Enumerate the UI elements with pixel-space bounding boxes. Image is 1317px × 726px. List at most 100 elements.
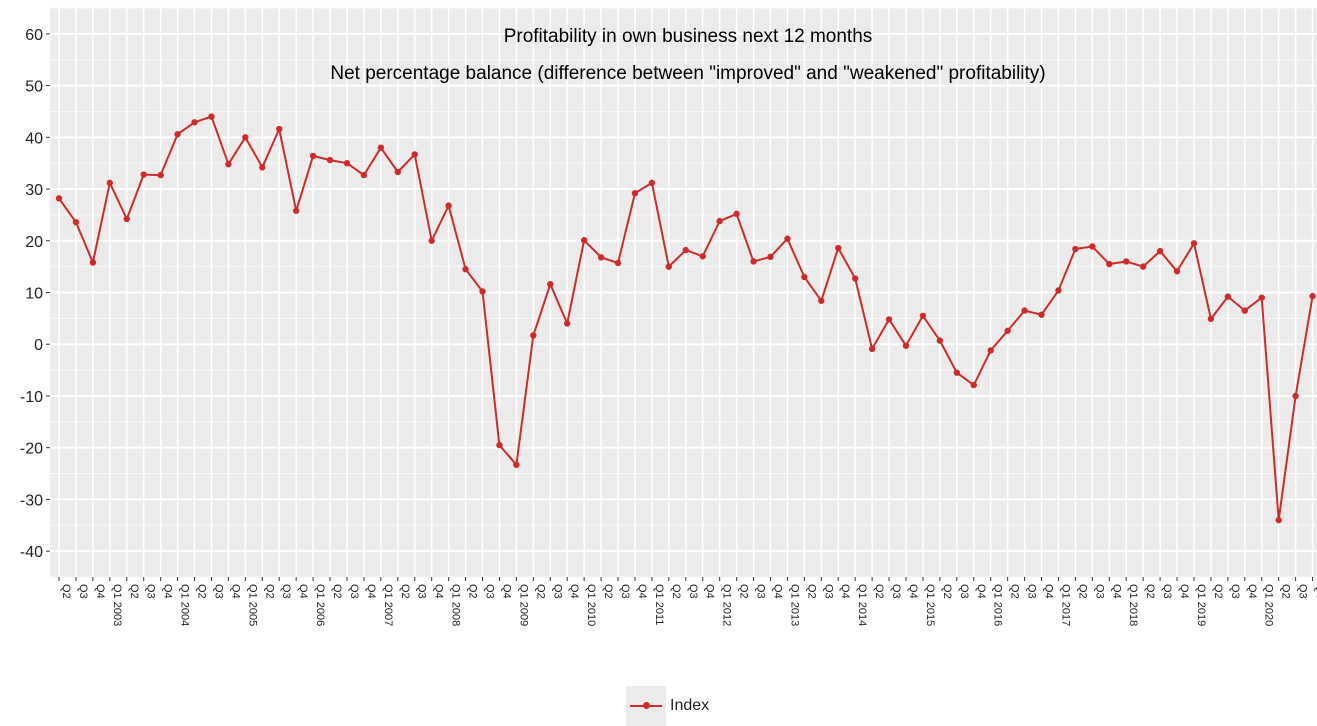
data-point [225,161,232,168]
data-point [1309,292,1316,300]
data-point [597,254,605,261]
x-tick-label: Q1 2018 [1127,584,1139,626]
x-tick-label: Q3 [1229,584,1241,599]
data-point [682,246,689,254]
x-tick-label: Q4 [907,584,919,599]
x-tick-label: Q3 [1026,584,1038,599]
data-point [699,253,706,260]
data-point [428,237,435,244]
x-tick-label: Q3 [551,584,563,599]
x-tick-label: Q4 [1043,584,1055,599]
x-tick-label: Q3 [77,584,89,599]
x-tick-label: Q2 [1144,584,1156,599]
legend-key-index [626,686,666,726]
x-tick-label: Q3 [619,584,631,599]
x-tick-label: Q4 [704,584,716,599]
data-point [496,441,503,449]
data-point [1224,293,1232,300]
y-tick-label: -30 [20,492,43,509]
y-tick-label: -40 [20,544,43,561]
data-point [970,381,977,389]
data-point [360,171,368,179]
x-tick-label: Q2 [1076,584,1088,599]
data-point [208,113,215,120]
x-tick-label: Q3 [1093,584,1105,599]
x-tick-label: Q1 2009 [517,584,529,626]
data-point [55,195,63,202]
x-tick-label: Q3 [280,584,292,599]
x-tick-label: Q2 [602,584,614,599]
chart-title: Profitability in own business next 12 mo… [504,26,873,47]
x-tick-label: Q3 [484,584,496,599]
x-tick-label: Q3 [822,584,834,599]
y-tick-label: -20 [20,441,43,458]
data-point [292,207,300,214]
x-tick-label: Q4 [1246,584,1258,599]
data-point [868,345,876,353]
x-tick-label: Q3 [1297,584,1309,599]
x-tick-label: Q2 [1212,584,1224,599]
data-point [1089,243,1096,250]
y-tick-label: 10 [25,286,43,303]
x-tick-label: Q1 2017 [1059,584,1071,626]
x-tick-label: Q4 [229,584,241,599]
data-point [665,263,673,270]
x-tick-label: Q4 [297,584,309,599]
x-tick-label: Q1 2012 [721,584,733,626]
data-point [648,179,656,187]
x-tick-label: Q3 [348,584,360,599]
data-point [1021,307,1028,314]
x-tick-label: Q1 2005 [246,584,258,626]
data-point [1275,516,1282,524]
data-point [987,347,994,354]
x-tick-label: Q2 [738,584,750,599]
data-point [377,144,385,151]
x-tick-label: Q1 2015 [924,584,936,626]
x-tick-label: Q1 2003 [111,584,123,626]
x-tick-label: Q3 [212,584,224,599]
x-tick-label: Q3 [755,584,767,599]
data-point [394,168,401,176]
data-point [106,179,114,187]
data-point [1004,327,1011,334]
x-tick-label: Q4 [162,584,174,599]
data-point [1207,315,1215,323]
data-point [513,461,520,468]
y-tick-label: 50 [25,79,43,96]
x-tick-label: Q1 2008 [450,584,462,626]
data-point [326,156,334,164]
x-tick-label: Q4 [636,584,648,599]
data-point [1241,307,1249,314]
data-point [89,259,97,266]
x-tick-label: Q1 2013 [788,584,800,626]
data-point [784,235,791,242]
x-tick-label: Q2 [196,584,208,599]
x-tick-label: Q3 [1161,584,1173,599]
data-point [174,131,181,138]
x-tick-label: Q4 [94,584,106,599]
data-point [343,159,351,167]
data-point [479,288,486,295]
x-tick-label: Q2 [60,584,72,599]
data-point [411,151,418,158]
x-tick-label: Q4 [1110,584,1122,599]
data-point [631,189,639,197]
x-tick-label: Q4 [433,584,445,599]
x-tick-label: Q3 [890,584,902,599]
x-tick-label: Q2 [467,584,479,599]
x-tick-label: Q3 [958,584,970,599]
chart-subtitle: Net percentage balance (difference betwe… [330,63,1045,84]
data-point [123,215,130,223]
data-point [191,119,198,126]
x-tick-label: Q1 2014 [856,584,868,626]
x-tick-label: Q2 [873,584,885,599]
data-point [547,281,554,288]
data-point [1123,258,1130,265]
data-point [801,273,808,281]
data-point [445,202,452,209]
data-point [936,337,944,344]
x-tick-label: Q2 [1280,584,1292,599]
y-tick-label: 30 [25,182,43,199]
data-point [1258,294,1265,301]
